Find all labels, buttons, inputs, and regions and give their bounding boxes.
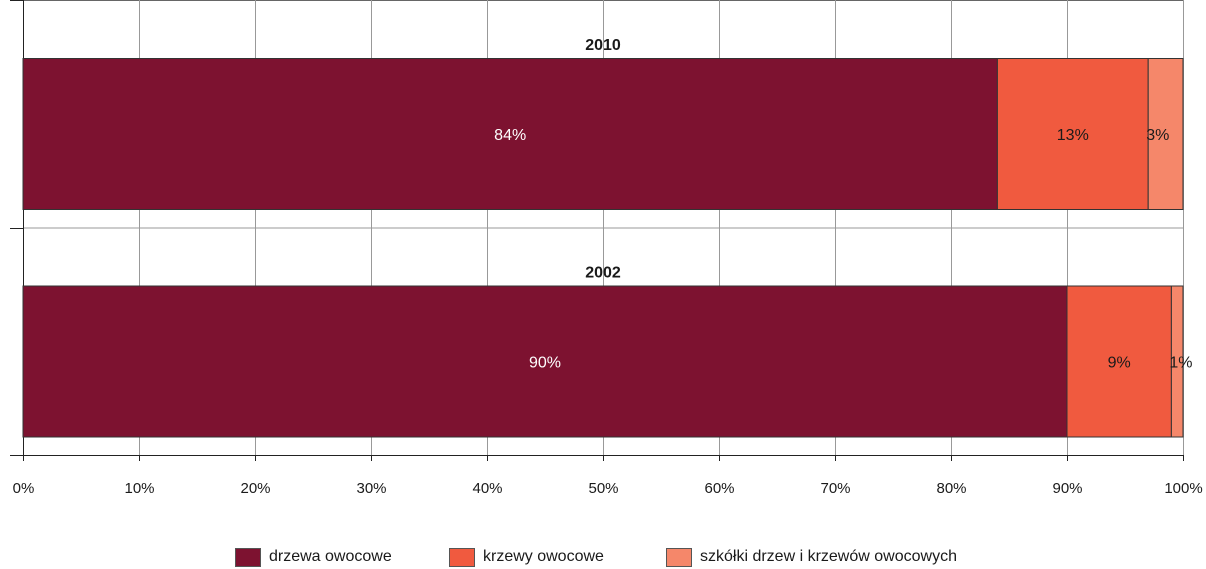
- bar-segment: [22, 285, 1068, 438]
- category-label: 2010: [585, 37, 621, 54]
- legend-item-drzewa-owocowe: drzewa owocowe: [235, 545, 392, 569]
- data-label: 13%: [1057, 127, 1089, 144]
- bar-segment: [1066, 285, 1172, 438]
- legend-swatch-krzewy-owocowe: [449, 547, 475, 567]
- x-tick-label: 60%: [704, 480, 734, 497]
- data-label: 1%: [1169, 355, 1192, 372]
- legend-item-szkolki: szkółki drzew i krzewów owocowych: [666, 545, 957, 569]
- x-tick-label: 0%: [13, 480, 35, 497]
- legend-label-krzewy-owocowe: krzewy owocowe: [483, 548, 604, 565]
- legend-swatch-drzewa-owocowe: [235, 547, 261, 567]
- x-tick-label: 90%: [1052, 480, 1082, 497]
- category-label: 2002: [585, 265, 621, 282]
- legend-item-krzewy-owocowe: krzewy owocowe: [449, 545, 604, 569]
- x-tick-label: 70%: [820, 480, 850, 497]
- x-tick-label: 40%: [472, 480, 502, 497]
- bar-segment: [1147, 58, 1184, 210]
- x-tick-label: 100%: [1164, 480, 1202, 497]
- x-tick-label: 30%: [356, 480, 386, 497]
- bar-segment: [1170, 285, 1184, 438]
- legend: drzewa owocowe krzewy owocowe szkółki dr…: [0, 545, 1206, 569]
- x-tick-label: 10%: [124, 480, 154, 497]
- data-label: 3%: [1146, 127, 1169, 144]
- data-label: 84%: [494, 127, 526, 144]
- x-tick-label: 50%: [588, 480, 618, 497]
- data-label: 9%: [1108, 355, 1131, 372]
- x-tick-label: 20%: [240, 480, 270, 497]
- data-label: 90%: [529, 355, 561, 372]
- x-tick-label: 80%: [936, 480, 966, 497]
- legend-label-szkolki: szkółki drzew i krzewów owocowych: [700, 548, 957, 565]
- stacked-bar-chart: 0% 10% 20% 30% 40% 50% 60% 70% 80% 90% 100% 2010 84%…: [10, 0, 1203, 497]
- legend-label-drzewa-owocowe: drzewa owocowe: [269, 548, 392, 565]
- legend-swatch-szkolki: [666, 547, 692, 567]
- bar-segment: [22, 58, 998, 210]
